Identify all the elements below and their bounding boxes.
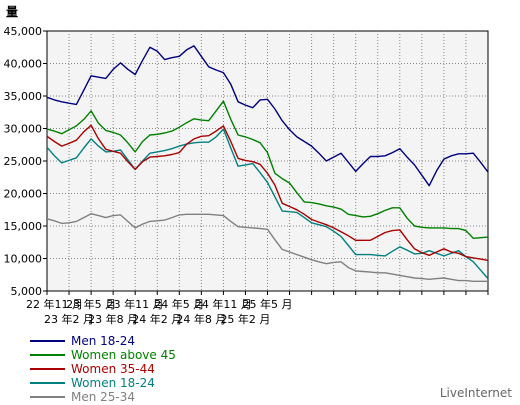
x-tick-label: 25 年2 月 <box>220 312 270 326</box>
legend-label: Women 18-24 <box>71 376 155 390</box>
grid-lines <box>47 31 488 291</box>
y-tick-label: 5,000 <box>11 285 43 298</box>
x-tick-label: 24 年11 月 <box>195 297 252 311</box>
y-axis: 5,000 10,000 15,000 20,000 25,000 30,000 35,00… <box>4 25 47 298</box>
legend-label: Women above 45 <box>71 348 176 362</box>
y-tick-label: 25,000 <box>4 155 43 168</box>
series-line-women-35-44 <box>46 124 489 262</box>
x-axis: 22 年11 月23 年2 月23 年5 月23 年8 月23 年11 月24 … <box>26 291 489 326</box>
series-line-women-18-24 <box>46 128 489 280</box>
x-tick-label: 23 年8 月 <box>88 312 138 326</box>
y-axis-label: 量 <box>6 5 18 19</box>
y-tick-label: 15,000 <box>4 220 43 233</box>
legend: Men 18-24 Women above 45 Women 35-44 Women … <box>30 334 176 404</box>
x-tick-label: 23 年2 月 <box>44 312 94 326</box>
y-tick-label: 30,000 <box>4 123 43 136</box>
y-tick-label: 40,000 <box>4 58 43 71</box>
series-line-men-25-34 <box>46 212 488 282</box>
y-tick-label: 45,000 <box>4 25 43 38</box>
x-tick-label: 23 年5 月 <box>66 297 116 311</box>
x-tick-label: 24 年5 月 <box>154 297 204 311</box>
legend-label: Women 35-44 <box>71 362 155 376</box>
legend-item: Women 35-44 <box>30 362 176 376</box>
series-line-men-18-24 <box>46 45 489 187</box>
legend-swatch <box>30 340 65 342</box>
series-line-women-above-45 <box>46 100 489 240</box>
x-tick-label: 23 年11 月 <box>107 297 164 311</box>
x-tick-label: 22 年11 月 <box>26 297 83 311</box>
series-layer <box>46 45 489 282</box>
legend-swatch <box>30 382 65 384</box>
legend-item: Men 25-34 <box>30 390 176 404</box>
credit-label: LiveInternet <box>439 386 512 400</box>
x-tick-label: 25 年5 月 <box>243 297 293 311</box>
legend-item: Women above 45 <box>30 348 176 362</box>
legend-swatch <box>30 368 65 370</box>
y-tick-label: 20,000 <box>4 188 43 201</box>
x-tick-label: 24 年2 月 <box>132 312 182 326</box>
legend-item: Men 18-24 <box>30 334 176 348</box>
legend-item: Women 18-24 <box>30 376 176 390</box>
y-tick-label: 35,000 <box>4 90 43 103</box>
x-tick-label: 24 年8 月 <box>176 312 226 326</box>
legend-label: Men 18-24 <box>71 334 136 348</box>
y-tick-label: 10,000 <box>4 253 43 266</box>
legend-label: Men 25-34 <box>71 390 136 404</box>
legend-swatch <box>30 396 65 398</box>
legend-swatch <box>30 354 65 356</box>
